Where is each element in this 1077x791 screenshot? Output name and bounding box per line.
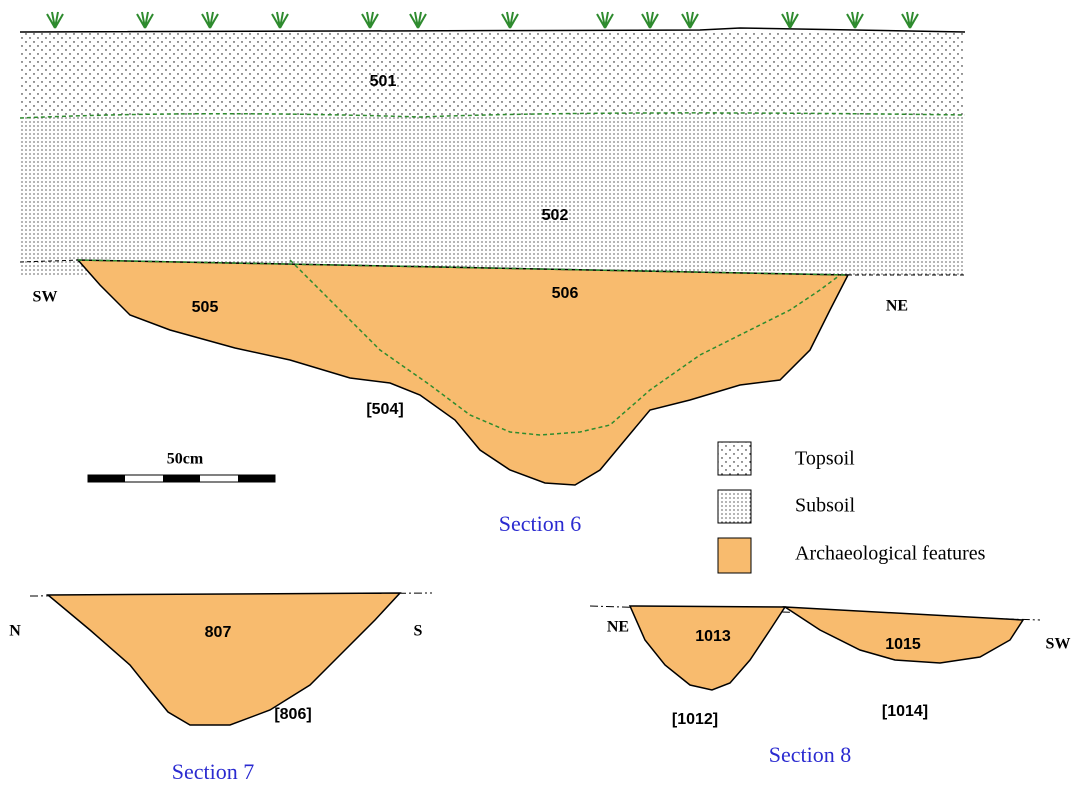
legend-swatch: [718, 442, 751, 475]
feature-fill: [48, 593, 400, 725]
diagram: 501 502 505 506 [504] SW NE Section 6 50…: [0, 0, 1077, 791]
scale-bar: 50cm: [88, 451, 275, 482]
orientation: N: [9, 623, 21, 640]
layer-label: 502: [542, 207, 569, 224]
feature-fill: [630, 606, 785, 690]
orientation: SW: [1046, 636, 1071, 653]
feature-fill: [785, 607, 1023, 663]
section-8: 1013 1015 [1012] [1014] NE SW Section 8: [590, 606, 1070, 767]
legend: Topsoil Subsoil Archaeological features: [718, 442, 986, 573]
cut-label: [1012]: [672, 711, 718, 728]
scale-label: 50cm: [167, 451, 204, 468]
context-label: 1015: [885, 636, 921, 653]
subsoil: [20, 115, 965, 275]
section-7: 807 [806] N S Section 7: [9, 593, 432, 784]
legend-label: Archaeological features: [795, 543, 986, 565]
legend-label: Topsoil: [795, 448, 855, 470]
section-title: Section 6: [499, 511, 582, 536]
context-label: 505: [192, 299, 219, 316]
legend-swatch: [718, 538, 751, 573]
orientation: SW: [33, 289, 58, 306]
context-label: 807: [205, 624, 232, 641]
topsoil: [20, 32, 965, 116]
context-label: 506: [552, 285, 579, 302]
orientation: S: [414, 623, 423, 640]
plants: [47, 12, 918, 28]
context-label: 1013: [695, 628, 731, 645]
legend-swatch: [718, 490, 751, 523]
cut-label: [1014]: [882, 703, 928, 720]
orientation: NE: [886, 298, 908, 315]
section-title: Section 7: [172, 759, 255, 784]
cut-label: [806]: [274, 706, 311, 723]
cut-label: [504]: [366, 401, 403, 418]
layer-label: 501: [370, 73, 397, 90]
legend-label: Subsoil: [795, 495, 855, 517]
orientation: NE: [607, 619, 629, 636]
section-title: Section 8: [769, 742, 852, 767]
ground-line: [20, 28, 965, 32]
